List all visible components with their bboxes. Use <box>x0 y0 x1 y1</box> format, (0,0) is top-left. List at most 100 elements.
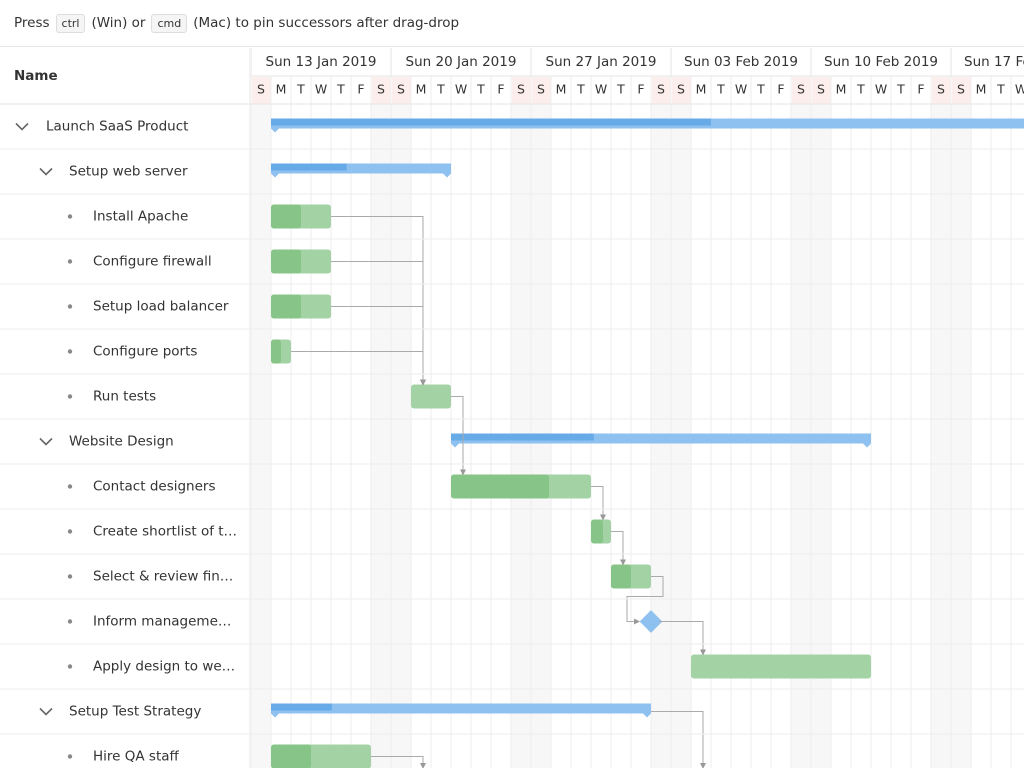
task-name: Contact designers <box>93 479 216 495</box>
day-label: M <box>276 82 287 97</box>
key: ctrl <box>55 13 86 33</box>
bullet <box>67 214 73 219</box>
day-label: T <box>716 82 725 97</box>
day-label: F <box>917 82 924 97</box>
task-progress <box>611 564 631 589</box>
day-label: F <box>637 82 644 97</box>
expander[interactable] <box>39 707 53 716</box>
weekend-header <box>392 77 411 104</box>
timeline: SMTWTFSSMTWTFSSMTWTFSSMTWTFSSMTWTFSSMTWT… <box>251 48 1024 768</box>
bullet <box>67 349 73 354</box>
day-label: W <box>735 82 747 97</box>
day-label: W <box>875 82 887 97</box>
key: cmd <box>151 13 188 33</box>
week-label: Sun 10 Feb 2019 <box>824 54 938 70</box>
task-name: Install Apache <box>93 209 188 225</box>
task-name: Hire QA staff <box>93 749 180 765</box>
day-label: M <box>836 82 847 97</box>
bullet <box>67 619 73 624</box>
dependency <box>626 576 664 625</box>
day-label: T <box>436 82 445 97</box>
task-progress <box>271 249 301 274</box>
summary-progress <box>271 163 347 171</box>
weekend-header <box>652 77 671 104</box>
day-label: M <box>556 82 567 97</box>
day-label: M <box>696 82 707 97</box>
summary-progress <box>271 703 332 711</box>
day-label: S <box>517 82 525 97</box>
day-label: S <box>937 82 945 97</box>
day-label: S <box>537 82 545 97</box>
day-label: S <box>257 82 265 97</box>
task-name: Configure firewall <box>93 254 212 270</box>
dependency <box>591 486 606 521</box>
day-label: W <box>1015 82 1024 97</box>
week-label: Sun 17 Feb 2019 <box>964 54 1024 70</box>
task-name: Setup load balancer <box>93 299 229 315</box>
dependency <box>611 531 626 566</box>
weekend-header <box>512 77 531 104</box>
weekend-header <box>532 77 551 104</box>
day-label: S <box>797 82 805 97</box>
bullet <box>67 259 73 264</box>
day-label: T <box>856 82 865 97</box>
day-label: T <box>756 82 765 97</box>
milestone <box>639 610 663 633</box>
weekend-header <box>952 77 971 104</box>
hint-text: (Mac) to pin successors after drag-drop <box>193 15 460 31</box>
bullet <box>67 754 73 759</box>
week-label: Sun 27 Jan 2019 <box>546 54 657 70</box>
task-name: Configure ports <box>93 344 197 360</box>
expander[interactable] <box>15 122 29 131</box>
week-label: Sun 13 Jan 2019 <box>266 54 377 70</box>
bullet <box>67 394 73 399</box>
weekend-column <box>951 104 971 768</box>
day-label: S <box>957 82 965 97</box>
day-label: T <box>336 82 345 97</box>
task-name: Inform manageme… <box>93 614 231 630</box>
day-label: T <box>576 82 585 97</box>
task-name: Setup Test Strategy <box>69 704 201 720</box>
bullet <box>67 304 73 309</box>
task-name: Apply design to we… <box>93 659 235 675</box>
day-label: M <box>416 82 427 97</box>
day-label: S <box>397 82 405 97</box>
hint-text: Press <box>14 15 50 31</box>
bullet <box>67 574 73 579</box>
weekend-header <box>672 77 691 104</box>
expander[interactable] <box>39 167 53 176</box>
task-progress <box>451 474 549 499</box>
weekend-column <box>251 104 271 768</box>
weekend-column <box>371 104 391 768</box>
week-label: Sun 20 Jan 2019 <box>406 54 517 70</box>
summary-bar <box>271 703 651 718</box>
day-label: T <box>996 82 1005 97</box>
toolbar: Press ctrl (Win) or cmd (Mac) to pin suc… <box>0 0 1024 47</box>
day-label: T <box>296 82 305 97</box>
weekend-header <box>372 77 391 104</box>
task-name: Setup web server <box>69 164 188 180</box>
task-progress <box>591 519 603 544</box>
day-label: S <box>377 82 385 97</box>
name-header: Name <box>14 68 58 84</box>
dependency <box>451 396 466 476</box>
day-label: F <box>777 82 784 97</box>
summary-progress <box>451 433 594 441</box>
dependency <box>371 756 426 768</box>
week-label: Sun 03 Feb 2019 <box>684 54 798 70</box>
task-bar <box>411 384 451 409</box>
task-name: Select & review fin… <box>93 569 233 585</box>
gantt: SMTWTFSSMTWTFSSMTWTFSSMTWTFSSMTWTFSSMTWT… <box>0 48 1024 768</box>
bullet <box>67 529 73 534</box>
weekend-column <box>931 104 951 768</box>
expander[interactable] <box>39 437 53 446</box>
task-name: Run tests <box>93 389 156 405</box>
weekend-header <box>252 77 271 104</box>
task-progress <box>271 294 301 319</box>
day-label: W <box>455 82 467 97</box>
dependency <box>651 711 706 768</box>
day-label: T <box>616 82 625 97</box>
weekend-header <box>792 77 811 104</box>
task-bar <box>691 654 871 679</box>
